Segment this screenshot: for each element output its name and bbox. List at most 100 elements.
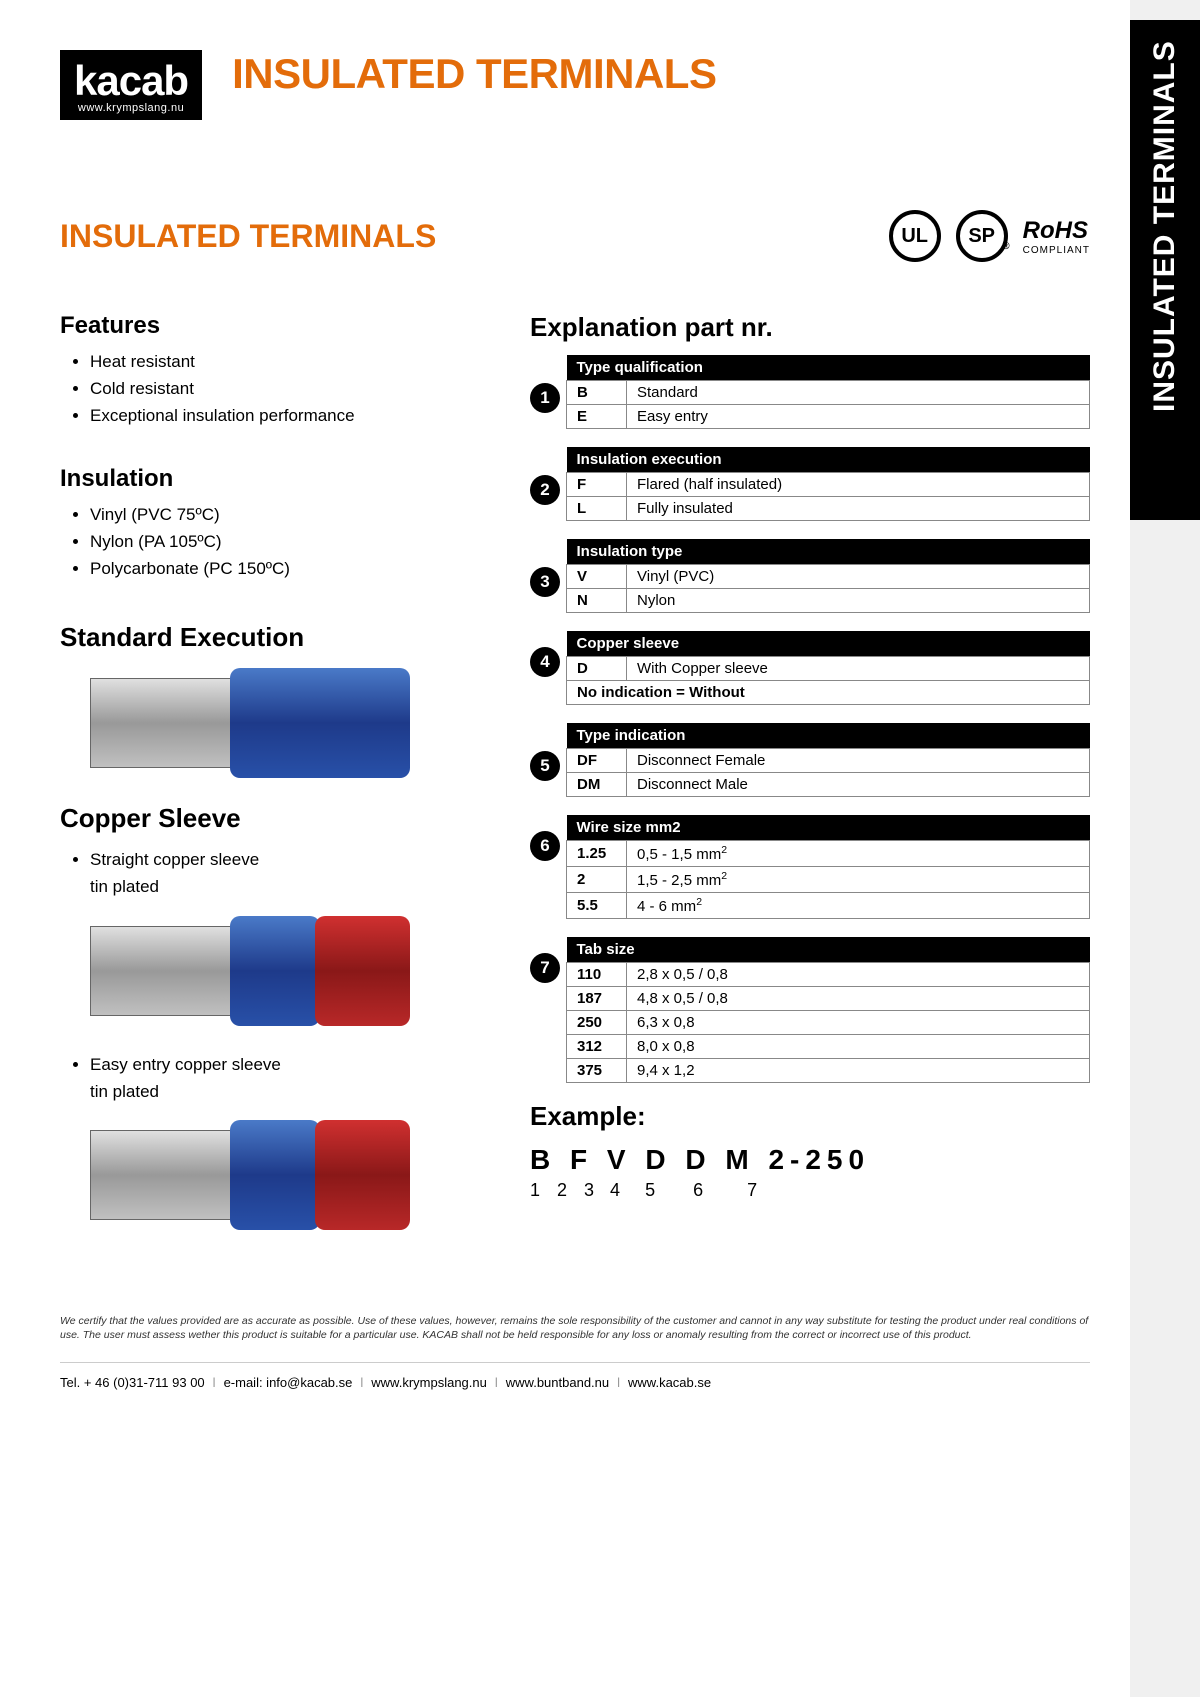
example-num: 7 <box>747 1180 757 1201</box>
table-header: Wire size mm2 <box>567 815 1090 841</box>
table-cell: E <box>567 405 627 429</box>
footer-link: www.buntband.nu <box>506 1375 609 1390</box>
number-badge: 7 <box>530 953 560 983</box>
table-row: DWith Copper sleeve <box>567 657 1090 681</box>
table-header: Copper sleeve <box>567 631 1090 657</box>
list-item: Straight copper sleeve tin plated <box>90 846 480 900</box>
table-cell: 4,8 x 0,5 / 0,8 <box>627 987 1090 1011</box>
list-item: Easy entry copper sleeve tin plated <box>90 1051 480 1105</box>
table-cell: Disconnect Female <box>627 749 1090 773</box>
example-num: 2 <box>557 1180 567 1201</box>
part-table: Copper sleeveDWith Copper sleeveNo indic… <box>566 631 1090 705</box>
table-row: 3759,4 x 1,2 <box>567 1059 1090 1083</box>
main-title: INSULATED TERMINALS <box>232 50 716 98</box>
ul-badge-icon: UL <box>889 210 941 262</box>
table-header: Type qualification <box>567 355 1090 381</box>
logo-text: kacab <box>74 60 188 102</box>
part-table-wrap: 7Tab size1102,8 x 0,5 / 0,81874,8 x 0,5 … <box>566 937 1090 1083</box>
table-cell: 1.25 <box>567 841 627 867</box>
number-badge: 2 <box>530 475 560 505</box>
right-column: Explanation part nr. 1 Type qualification… <box>530 312 1090 1255</box>
table-header: Insulation execution <box>567 447 1090 473</box>
table-cell: 5.5 <box>567 893 627 919</box>
number-badge: 6 <box>530 831 560 861</box>
table-row: LFully insulated <box>567 497 1090 521</box>
table-cell: 187 <box>567 987 627 1011</box>
table-header: Type indication <box>567 723 1090 749</box>
list-item: Heat resistant <box>90 348 480 375</box>
table-row: 21,5 - 2,5 mm2 <box>567 867 1090 893</box>
logo: kacab www.krympslang.nu <box>60 50 202 120</box>
left-column: Features Heat resistantCold resistantExc… <box>60 312 480 1255</box>
example-code: B F V D D M 2-250 <box>530 1144 1090 1176</box>
table-row: DMDisconnect Male <box>567 773 1090 797</box>
table-cell: 110 <box>567 963 627 987</box>
part-table-wrap: 6Wire size mm21.250,5 - 1,5 mm221,5 - 2,… <box>566 815 1090 919</box>
table-cell: V <box>567 565 627 589</box>
number-badge: 1 <box>530 383 560 413</box>
table-cell: No indication = Without <box>567 681 1090 705</box>
table-cell: Fully insulated <box>627 497 1090 521</box>
footer-link: www.kacab.se <box>628 1375 711 1390</box>
table-cell: 4 - 6 mm2 <box>627 893 1090 919</box>
example-num: 1 <box>530 1180 540 1201</box>
part-table: Wire size mm21.250,5 - 1,5 mm221,5 - 2,5… <box>566 815 1090 919</box>
features-list: Heat resistantCold resistantExceptional … <box>60 348 480 430</box>
table-row: 1.250,5 - 1,5 mm2 <box>567 841 1090 867</box>
table-cell: L <box>567 497 627 521</box>
part-table-wrap: 5Type indicationDFDisconnect FemaleDMDis… <box>566 723 1090 797</box>
number-badge: 5 <box>530 751 560 781</box>
table-cell: 2,8 x 0,5 / 0,8 <box>627 963 1090 987</box>
table-cell: Standard <box>627 381 1090 405</box>
table-cell: 1,5 - 2,5 mm2 <box>627 867 1090 893</box>
table-row: 1102,8 x 0,5 / 0,8 <box>567 963 1090 987</box>
number-badge: 4 <box>530 647 560 677</box>
table-header: Insulation type <box>567 539 1090 565</box>
table-cell: 312 <box>567 1035 627 1059</box>
example-numbers: 1234567 <box>530 1180 1090 1201</box>
part-table: Insulation executionFFlared (half insula… <box>566 447 1090 521</box>
part-table-wrap: 4Copper sleeveDWith Copper sleeveNo indi… <box>566 631 1090 705</box>
part-table: Insulation typeVVinyl (PVC)NNylon <box>566 539 1090 613</box>
footer-tel: Tel. + 46 (0)31-711 93 00 <box>60 1375 205 1390</box>
table-cell: N <box>567 589 627 613</box>
example-num: 4 <box>610 1180 620 1201</box>
terminal-diagram-standard <box>90 668 410 778</box>
list-item: Vinyl (PVC 75ºC) <box>90 501 480 528</box>
copper-sleeve-heading: Copper Sleeve <box>60 803 480 834</box>
table-cell: 8,0 x 0,8 <box>627 1035 1090 1059</box>
table-cell: F <box>567 473 627 497</box>
table-cell: Easy entry <box>627 405 1090 429</box>
terminal-diagram-straight <box>90 916 410 1026</box>
table-row: EEasy entry <box>567 405 1090 429</box>
part-table: Type indicationDFDisconnect FemaleDMDisc… <box>566 723 1090 797</box>
footer: Tel. + 46 (0)31-711 93 00le-mail: info@k… <box>60 1362 1090 1390</box>
footer-email: e-mail: info@kacab.se <box>224 1375 353 1390</box>
table-row: VVinyl (PVC) <box>567 565 1090 589</box>
terminal-diagram-easy-entry <box>90 1120 410 1230</box>
table-cell: 6,3 x 0,8 <box>627 1011 1090 1035</box>
content-columns: Features Heat resistantCold resistantExc… <box>60 312 1090 1255</box>
disclaimer-text: We certify that the values provided are … <box>60 1315 1090 1342</box>
table-cell: With Copper sleeve <box>627 657 1090 681</box>
table-row: 2506,3 x 0,8 <box>567 1011 1090 1035</box>
table-cell: Flared (half insulated) <box>627 473 1090 497</box>
header: kacab www.krympslang.nu INSULATED TERMIN… <box>60 50 1090 120</box>
features-heading: Features <box>60 312 480 340</box>
table-cell: 250 <box>567 1011 627 1035</box>
table-cell: DF <box>567 749 627 773</box>
copper-sleeve-list-2: Easy entry copper sleeve tin plated <box>60 1051 480 1105</box>
table-row: NNylon <box>567 589 1090 613</box>
part-table-wrap: 3Insulation typeVVinyl (PVC)NNylon <box>566 539 1090 613</box>
explanation-heading: Explanation part nr. <box>530 312 1090 343</box>
number-badge: 3 <box>530 567 560 597</box>
table-row: BStandard <box>567 381 1090 405</box>
table-row: 1874,8 x 0,5 / 0,8 <box>567 987 1090 1011</box>
table-row: DFDisconnect Female <box>567 749 1090 773</box>
list-item: Cold resistant <box>90 375 480 402</box>
table-note-row: No indication = Without <box>567 681 1090 705</box>
copper-sleeve-list: Straight copper sleeve tin plated <box>60 846 480 900</box>
table-cell: 9,4 x 1,2 <box>627 1059 1090 1083</box>
list-item: Polycarbonate (PC 150ºC) <box>90 555 480 582</box>
table-cell: 2 <box>567 867 627 893</box>
